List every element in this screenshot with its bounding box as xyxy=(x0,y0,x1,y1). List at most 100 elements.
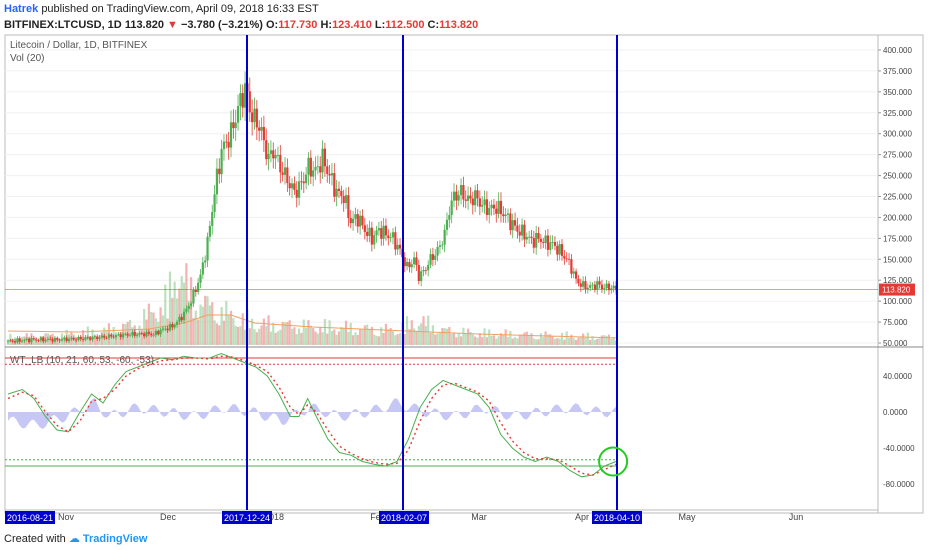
volume-bar xyxy=(227,314,230,345)
candle-body xyxy=(140,333,143,334)
candle-body xyxy=(314,166,317,171)
volume-bar xyxy=(521,334,524,345)
candle-body xyxy=(204,260,207,263)
volume-bar xyxy=(136,332,139,345)
candle-body xyxy=(232,122,235,129)
candle-body xyxy=(356,214,359,227)
volume-bar xyxy=(483,328,486,345)
candle-body xyxy=(11,340,14,342)
candle-body xyxy=(481,204,484,207)
candle-body xyxy=(199,274,202,283)
volume-bar xyxy=(321,332,324,345)
candle-body xyxy=(220,149,223,175)
candle-body xyxy=(452,191,456,201)
candle-body xyxy=(190,303,193,307)
volume-bar xyxy=(415,331,418,345)
volume-bar xyxy=(396,334,399,345)
volume-bar xyxy=(323,319,327,345)
candle-body xyxy=(436,247,439,256)
volume-bar xyxy=(213,320,216,345)
candle-body xyxy=(492,204,496,209)
candle-body xyxy=(49,338,52,340)
volume-bar xyxy=(171,297,174,345)
price-tick-label: 375.000 xyxy=(883,67,912,76)
volume-bar xyxy=(612,338,615,345)
candle-body xyxy=(136,334,139,336)
candle-body xyxy=(502,214,505,217)
volume-bar xyxy=(410,320,413,345)
volume-bar xyxy=(220,307,223,345)
footer-brand[interactable]: TradingView xyxy=(82,533,148,545)
open-value: 117.730 xyxy=(278,19,318,31)
volume-bar xyxy=(542,336,545,345)
volume-bar xyxy=(570,334,573,345)
volume-bar xyxy=(474,336,477,345)
volume-bar xyxy=(382,332,385,345)
candle-body xyxy=(535,232,538,248)
time-axis-label: Jun xyxy=(789,512,804,522)
candle-body xyxy=(77,336,80,341)
candle-body xyxy=(161,328,165,330)
candle-body xyxy=(236,106,240,123)
volume-bar xyxy=(295,334,298,345)
volume-bar xyxy=(185,263,188,345)
volume-bar xyxy=(375,335,378,345)
volume-bar xyxy=(319,326,322,345)
candle-body xyxy=(107,334,111,338)
volume-bar xyxy=(206,296,209,345)
candle-body xyxy=(293,183,296,190)
candle-body xyxy=(6,340,10,342)
candle-body xyxy=(180,316,183,321)
volume-bar xyxy=(201,306,204,345)
candle-body xyxy=(253,108,256,123)
candle-body xyxy=(476,190,479,199)
candle-body xyxy=(13,341,17,343)
volume-bar xyxy=(328,320,331,345)
volume-bar xyxy=(302,319,305,345)
candle-body xyxy=(117,334,120,336)
candle-body xyxy=(276,154,280,156)
candle-body xyxy=(387,235,390,239)
volume-bar xyxy=(389,328,392,345)
date-marker-box xyxy=(592,511,642,524)
candle-body xyxy=(32,338,35,340)
volume-bar xyxy=(511,338,514,345)
volume-bar xyxy=(441,328,444,345)
candle-body xyxy=(25,338,28,340)
volume-bar xyxy=(413,328,416,345)
candle-body xyxy=(553,242,557,246)
candle-body xyxy=(490,204,493,209)
candle-body xyxy=(586,287,589,290)
price-tick-label: 275.000 xyxy=(883,151,912,160)
volume-bar xyxy=(558,338,561,345)
volume-bar xyxy=(314,331,317,345)
candle-body xyxy=(556,245,559,255)
volume-bar xyxy=(481,337,484,345)
candle-body xyxy=(74,339,78,341)
volume-bar xyxy=(546,334,550,345)
candle-body xyxy=(218,168,221,175)
volume-bar xyxy=(239,326,242,345)
volume-bar xyxy=(497,336,500,345)
time-axis-label: Mar xyxy=(471,512,487,522)
volume-bar xyxy=(366,324,369,345)
candle-body xyxy=(279,154,282,173)
volume-bar xyxy=(485,337,488,345)
time-axis-label: Feb xyxy=(370,512,386,522)
volume-bar xyxy=(471,334,474,345)
candle-body xyxy=(121,333,125,338)
candle-body xyxy=(51,339,54,342)
candles xyxy=(6,69,618,345)
candle-body xyxy=(455,191,458,201)
volume-bar xyxy=(504,329,507,345)
candle-body xyxy=(213,194,216,213)
volume-bar xyxy=(333,329,336,345)
volume-bar xyxy=(513,337,517,345)
volume-bar xyxy=(380,327,383,345)
wt-histogram xyxy=(8,397,616,429)
candle-body xyxy=(377,228,381,231)
author-link[interactable]: Hatrek xyxy=(4,3,39,15)
close-label: C: xyxy=(427,19,440,31)
volume-bar xyxy=(147,303,150,345)
